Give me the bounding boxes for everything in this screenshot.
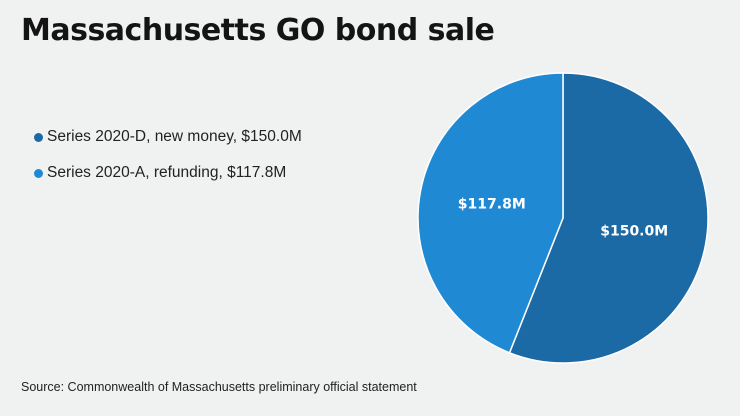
legend-item-series-2020-d: Series 2020-D, new money, $150.0M [34,127,302,147]
data-label-series-2020-a: $117.8M [458,196,526,212]
legend-label-series-2020-a: Series 2020-A, refunding, $117.8M [47,164,287,181]
pie-slice-series-2020-a [417,72,564,354]
pie-slice-series-2020-d [508,72,709,364]
source-note: Source: Commonwealth of Massachusetts pr… [21,380,417,394]
data-label-series-2020-d: $150.0M [600,224,668,240]
legend-swatch-series-2020-a [34,168,43,178]
chart-title: Massachusetts GO bond sale [21,13,495,48]
legend-item-series-2020-a: Series 2020-A, refunding, $117.8M [34,163,302,183]
legend-swatch-series-2020-d [34,132,43,142]
legend-label-series-2020-d: Series 2020-D, new money, $150.0M [47,128,302,145]
pie-chart: $150.0M $117.8M [417,72,709,364]
legend: Series 2020-D, new money, $150.0M Series… [34,127,302,199]
